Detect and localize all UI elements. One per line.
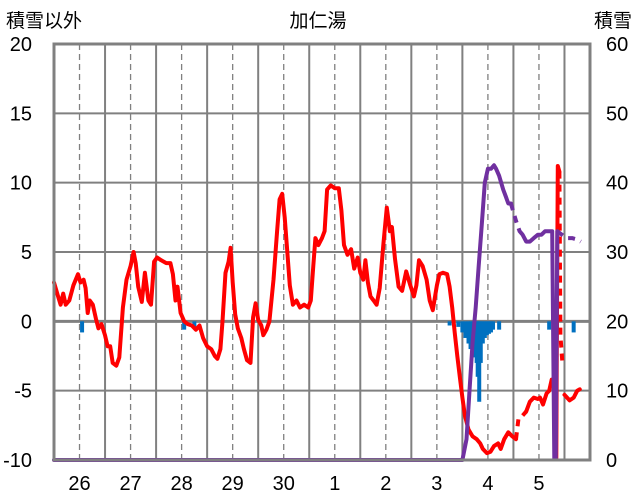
temperature-line	[562, 387, 582, 403]
precipitation-bar	[460, 321, 465, 333]
x-tick-label: 1	[329, 473, 340, 495]
x-tick-label: 30	[273, 473, 295, 495]
precipitation-bar	[182, 321, 187, 330]
right-y-tick-label: 40	[606, 173, 628, 195]
left-y-tick-label: 10	[10, 173, 32, 195]
precipitation-bar	[571, 321, 576, 333]
precipitation-bar	[478, 321, 483, 363]
plot-frame	[52, 42, 592, 462]
precipitation-bar	[497, 321, 502, 330]
right-y-tick-label: 10	[606, 381, 628, 403]
snow_depth-line-dashed	[508, 202, 525, 237]
x-tick-label: 4	[482, 473, 493, 495]
precipitation-bar	[463, 321, 468, 338]
right-y-tick-label: 50	[606, 103, 628, 125]
precipitation-bar	[466, 321, 471, 344]
left-y-tick-label: 0	[21, 311, 32, 333]
series-lines	[52, 163, 582, 462]
precipitation-bar	[484, 321, 489, 336]
temperature-line-dashed	[514, 410, 528, 440]
right-y-tick-label: 60	[606, 34, 628, 56]
x-tick-label: 29	[222, 473, 244, 495]
right-y-tick-label: 30	[606, 242, 628, 264]
precipitation-bar	[192, 321, 197, 327]
precipitation-bar	[488, 321, 493, 333]
precipitation-bar	[547, 321, 552, 330]
snow_depth-line	[520, 229, 560, 461]
left-y-tick-label: 5	[21, 242, 32, 264]
precipitation-bar	[482, 321, 487, 338]
precipitation-bar	[491, 321, 496, 330]
left-y-tick-label: -10	[3, 450, 32, 472]
x-tick-label: 3	[431, 473, 442, 495]
precipitation-bar	[456, 321, 461, 327]
right-axis-label: 積雪	[594, 10, 632, 32]
x-tick-label: 5	[533, 473, 544, 495]
precipitation-bar	[468, 321, 473, 350]
precipitation-bar	[480, 321, 485, 344]
precipitation-bar	[80, 321, 85, 333]
right-y-tick-label: 0	[606, 450, 617, 472]
x-tick-label: 28	[170, 473, 192, 495]
x-tick-label: 2	[380, 473, 391, 495]
chart-title: 加仁湯	[289, 10, 346, 32]
left-y-tick-label: 15	[10, 103, 32, 125]
left-axis-label: 積雪以外	[6, 10, 82, 32]
precipitation-bar	[486, 321, 491, 334]
snow_depth-line	[52, 163, 513, 462]
x-tick-label: 26	[68, 473, 90, 495]
temperature-line	[52, 183, 518, 456]
left-y-tick-label: 20	[10, 34, 32, 56]
right-y-tick-label: 20	[606, 311, 628, 333]
x-tick-label: 27	[119, 473, 141, 495]
snow_depth-line-dashed	[556, 229, 582, 244]
left-y-tick-label: -5	[14, 381, 32, 403]
temperature-line-dashed	[557, 171, 565, 364]
precipitation-bar	[447, 321, 452, 326]
